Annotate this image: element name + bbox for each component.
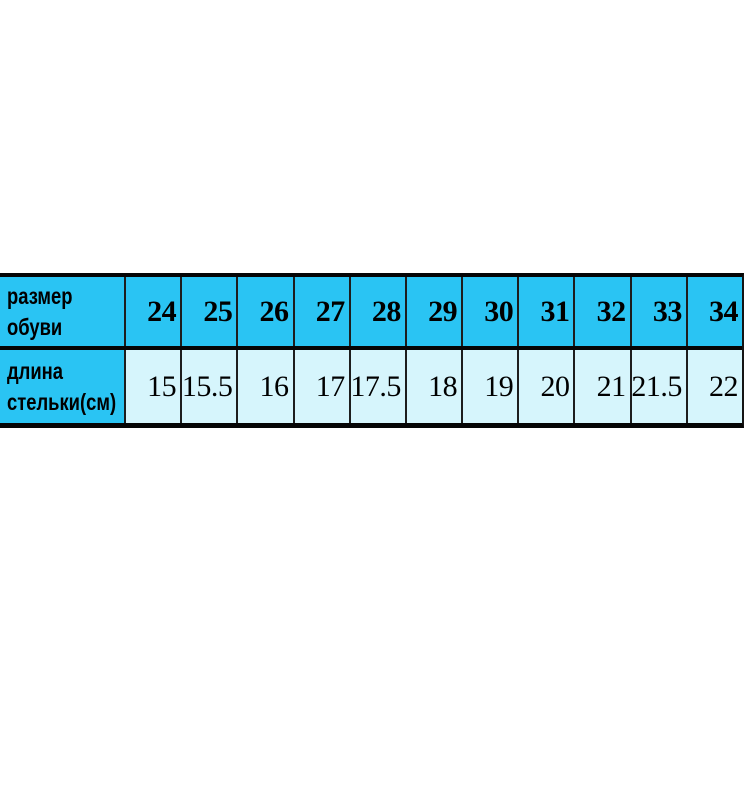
length-value-cell: 17.5 (348, 350, 405, 423)
length-value-cell: 16 (236, 350, 293, 423)
length-value-cell: 15.5 (180, 350, 237, 423)
size-header-cell: 27 (292, 277, 349, 346)
length-value-cell: 20 (517, 350, 574, 423)
size-header-cell: 25 (180, 277, 237, 346)
size-header-cell: 31 (517, 277, 574, 346)
value-row-label-cell: длина стельки(см) (0, 350, 124, 423)
value-label-line-1: длина (7, 357, 64, 384)
header-label-line-2: обуви (7, 313, 63, 340)
size-header-cell: 26 (236, 277, 293, 346)
size-header-cell: 30 (461, 277, 518, 346)
length-value-cell: 22 (685, 350, 742, 423)
row-separator-line (0, 346, 742, 350)
size-header-cell: 33 (629, 277, 686, 346)
length-value-cell: 21 (573, 350, 630, 423)
length-value-cell: 19 (461, 350, 518, 423)
length-value-cell: 18 (404, 350, 462, 423)
header-label-line-1: размер (7, 282, 73, 309)
header-row-label-cell: размер обуви (0, 277, 124, 346)
length-value-cell: 15 (124, 350, 181, 423)
value-label-line-2: стельки(см) (7, 388, 117, 415)
size-header-cell: 28 (348, 277, 405, 346)
size-header-cell: 29 (404, 277, 462, 346)
size-header-cell: 34 (685, 277, 742, 346)
size-header-cell: 32 (573, 277, 630, 346)
shoe-size-table: размер обуви 24 25 26 27 28 29 30 31 32 … (0, 273, 744, 428)
length-value-cell: 17 (292, 350, 349, 423)
length-value-cell: 21.5 (629, 350, 686, 423)
size-header-cell: 24 (124, 277, 181, 346)
